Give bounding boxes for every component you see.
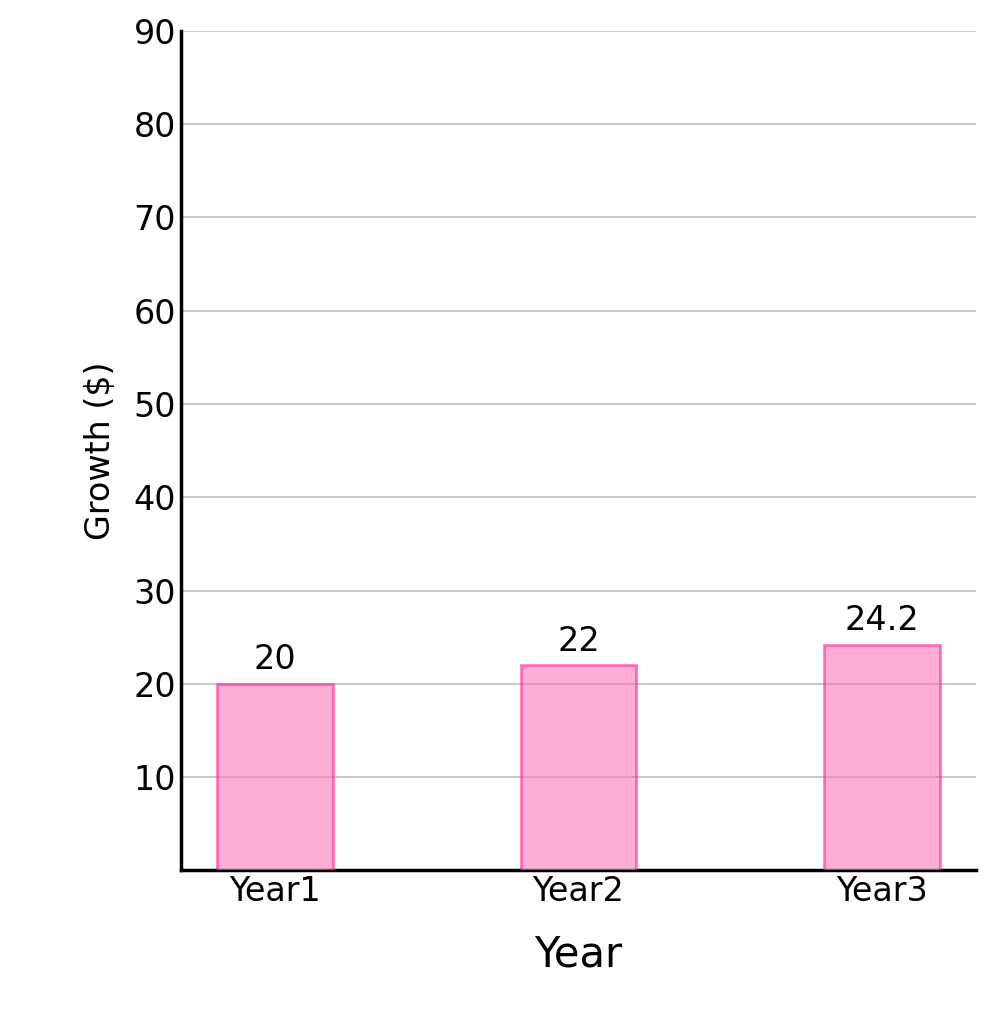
Text: 24.2: 24.2 xyxy=(845,604,919,637)
Y-axis label: Growth ($): Growth ($) xyxy=(83,361,117,540)
Text: 20: 20 xyxy=(254,643,296,676)
Bar xyxy=(521,666,636,870)
Bar xyxy=(824,645,940,870)
Bar xyxy=(217,684,333,870)
Text: 22: 22 xyxy=(557,625,600,657)
X-axis label: Year: Year xyxy=(534,933,623,975)
